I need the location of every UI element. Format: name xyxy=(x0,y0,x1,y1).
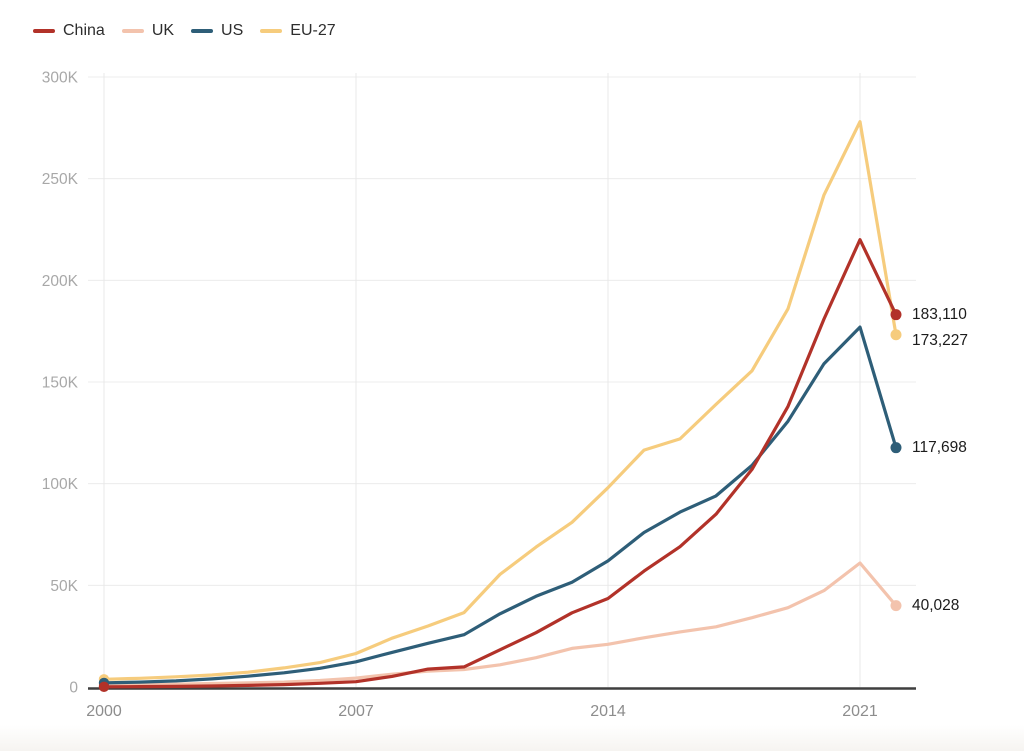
x-tick-label: 2014 xyxy=(590,703,626,720)
legend-label-eu27: EU-27 xyxy=(290,22,336,39)
legend-label-china: China xyxy=(63,22,105,39)
bottom-fade xyxy=(0,725,1024,751)
x-tick-label: 2000 xyxy=(86,703,122,720)
y-tick-label: 200K xyxy=(42,273,79,290)
series-line-china xyxy=(102,238,898,689)
y-tick-label: 150K xyxy=(42,375,79,392)
legend-swatch-us xyxy=(191,29,214,33)
legend-item-eu27: EU-27 xyxy=(260,21,336,41)
legend: China UK US EU-27 xyxy=(33,21,336,41)
legend-label-uk: UK xyxy=(151,22,175,39)
legend-item-uk: UK xyxy=(121,21,175,41)
series-end-dot-eu-27 xyxy=(890,329,902,341)
y-tick-label: 300K xyxy=(42,70,79,87)
series-start-dot-china xyxy=(98,681,110,692)
y-tick-label: 100K xyxy=(42,476,79,493)
legend-swatch-uk xyxy=(121,29,144,33)
y-tick-label: 50K xyxy=(50,578,78,595)
legend-swatch-eu27 xyxy=(260,29,283,33)
y-tick-label: 0 xyxy=(69,680,78,697)
series-line-eu-27 xyxy=(102,120,898,681)
series-end-dot-us xyxy=(890,442,902,454)
series-end-dot-china xyxy=(890,309,902,321)
legend-item-us: US xyxy=(191,21,243,41)
series-line-us xyxy=(102,325,898,685)
series-end-dot-uk xyxy=(890,600,902,612)
legend-swatch-china xyxy=(33,29,55,33)
x-tick-label: 2007 xyxy=(338,703,374,720)
x-tick-label: 2021 xyxy=(842,703,878,720)
y-tick-label: 250K xyxy=(42,171,79,188)
legend-label-us: US xyxy=(221,22,244,39)
series-line-uk xyxy=(102,561,898,687)
legend-item-china: China xyxy=(33,21,105,41)
